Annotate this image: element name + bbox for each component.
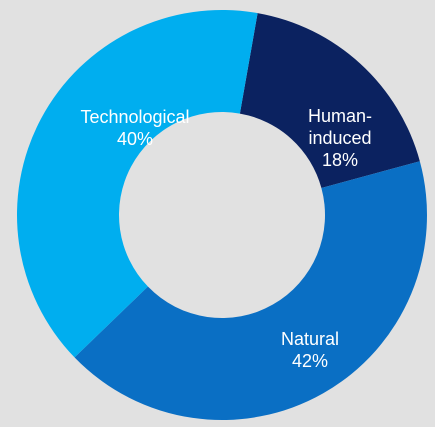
category-label: Technological	[80, 107, 189, 127]
donut-segment	[239, 13, 420, 188]
value-label: 40%	[117, 129, 153, 149]
category-label-line: Natural	[281, 329, 339, 349]
donut-segment	[16, 9, 258, 358]
category-label: Natural	[281, 329, 339, 349]
value-label: 42%	[292, 351, 328, 371]
donut-segment	[74, 161, 427, 420]
category-label-line: Human-	[308, 106, 372, 126]
category-label: Human-induced	[308, 106, 372, 148]
category-label-line: induced	[308, 128, 371, 148]
value-label: 18%	[322, 150, 358, 170]
category-label-line: Technological	[80, 107, 189, 127]
